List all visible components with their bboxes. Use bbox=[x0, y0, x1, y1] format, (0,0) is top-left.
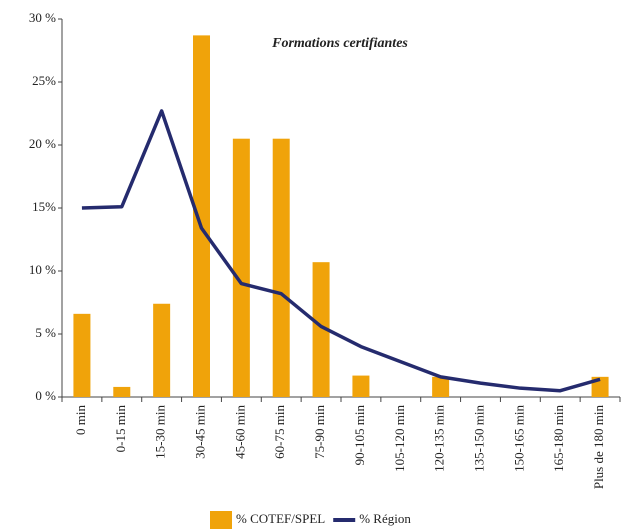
legend-swatch bbox=[210, 511, 232, 529]
bar bbox=[272, 138, 290, 397]
bar bbox=[432, 376, 450, 397]
y-tick-label: 20 % bbox=[29, 136, 56, 151]
x-tick-label: 135-150 min bbox=[471, 405, 486, 472]
bar bbox=[73, 313, 91, 397]
x-tick-label: 30-45 min bbox=[192, 405, 207, 459]
x-tick-label: 105-120 min bbox=[392, 405, 407, 472]
x-tick-label: 15-30 min bbox=[153, 405, 168, 459]
bar bbox=[352, 375, 370, 397]
x-tick-label: 120-135 min bbox=[432, 405, 447, 472]
y-tick-label: 5 % bbox=[35, 325, 56, 340]
x-tick-label: 60-75 min bbox=[272, 405, 287, 459]
bar bbox=[113, 386, 131, 397]
chart-title: Formations certifiantes bbox=[271, 36, 408, 51]
y-tick-label: 30 % bbox=[29, 10, 56, 25]
x-tick-label: 150-165 min bbox=[511, 405, 526, 472]
x-tick-label: 90-105 min bbox=[352, 405, 367, 466]
y-tick-label: 15% bbox=[32, 199, 56, 214]
legend-label: % COTEF/SPEL bbox=[236, 511, 325, 526]
x-tick-label: 0 min bbox=[73, 405, 88, 435]
bar bbox=[153, 303, 171, 397]
y-tick-label: 0 % bbox=[35, 388, 56, 403]
bar bbox=[312, 262, 330, 397]
bar bbox=[193, 35, 210, 397]
line bbox=[81, 109, 601, 393]
x-tick-label: Plus de 180 min bbox=[591, 405, 606, 490]
bar bbox=[232, 138, 250, 397]
x-tick-label: 165-180 min bbox=[551, 405, 566, 472]
y-tick-label: 25% bbox=[32, 73, 56, 88]
x-tick-label: 0-15 min bbox=[113, 405, 128, 453]
x-tick-label: 75-90 min bbox=[312, 405, 327, 459]
x-tick-label: 45-60 min bbox=[232, 405, 247, 459]
y-tick-label: 10 % bbox=[29, 262, 56, 277]
legend-label: % Région bbox=[359, 511, 411, 526]
